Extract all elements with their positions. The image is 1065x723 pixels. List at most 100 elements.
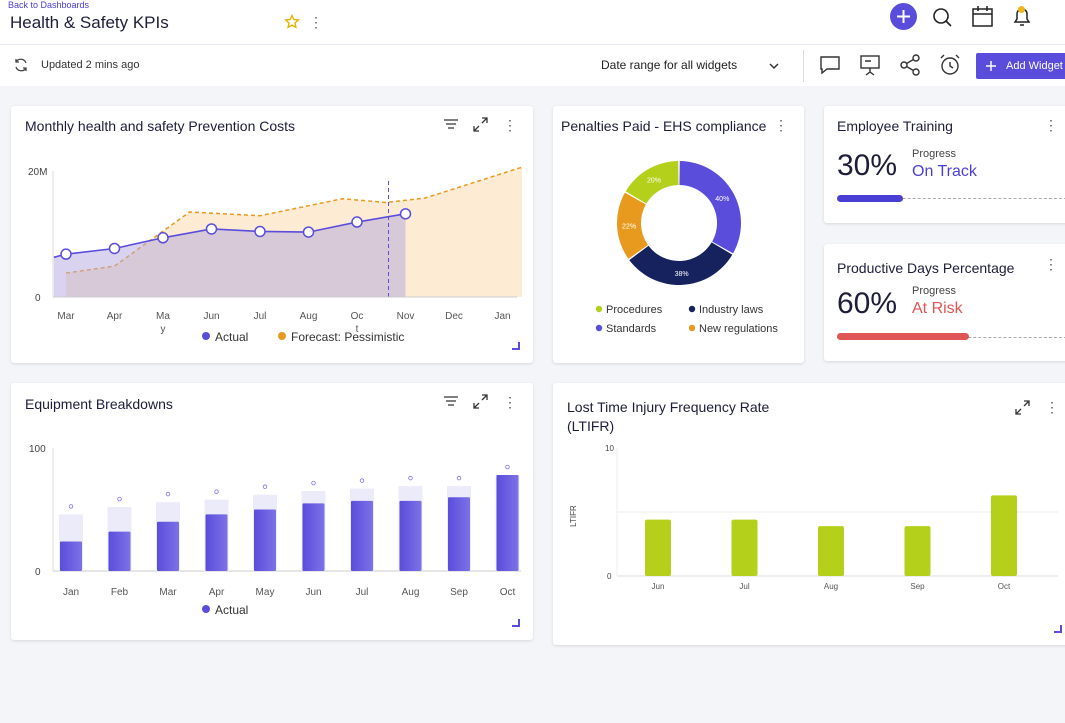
actual-bar	[399, 500, 422, 571]
actual-point	[302, 226, 315, 238]
x-tick-label: y	[161, 324, 166, 335]
alarm-icon[interactable]	[938, 53, 962, 77]
chevron-down-icon[interactable]	[768, 60, 780, 72]
legend-label: Industry laws	[699, 304, 764, 316]
card-more-icon[interactable]: ⋮	[1045, 399, 1059, 415]
x-tick-label: Jul	[739, 582, 749, 591]
ltifr-bar	[731, 519, 758, 576]
actual-point	[157, 232, 169, 244]
x-tick-label: Oct	[500, 587, 516, 598]
comment-icon[interactable]	[818, 53, 842, 77]
card-more-icon[interactable]: ⋮	[503, 394, 517, 410]
donut-value-label: 38%	[675, 271, 689, 278]
expand-icon[interactable]	[1015, 400, 1030, 415]
legend-label: Actual	[215, 330, 248, 344]
x-tick-label: Sep	[450, 587, 468, 598]
actual-area	[53, 213, 406, 297]
share-icon[interactable]	[898, 53, 922, 77]
last-updated-text: Updated 2 mins ago	[41, 59, 140, 71]
plus-icon	[986, 61, 996, 71]
progress-track	[837, 198, 1065, 199]
donut-slice-standards	[679, 161, 741, 254]
x-tick-label: Aug	[402, 587, 420, 598]
expand-icon[interactable]	[473, 117, 488, 132]
y-tick-label: 10	[605, 444, 614, 453]
card-more-icon[interactable]: ⋮	[1044, 256, 1058, 272]
date-range-select[interactable]: Date range for all widgets	[601, 58, 738, 72]
resize-handle[interactable]	[512, 342, 520, 350]
star-icon[interactable]	[284, 14, 300, 30]
presentation-icon[interactable]	[858, 53, 882, 77]
ltifr-bar	[818, 526, 844, 576]
back-to-dashboards-link[interactable]: Back to Dashboards	[8, 0, 90, 10]
legend-swatch-actual	[202, 332, 210, 340]
status-text: On Track	[912, 163, 977, 180]
notification-dot	[1018, 6, 1025, 13]
card-title: Penalties Paid - EHS compliance	[561, 118, 767, 134]
y-tick-label: 0	[607, 572, 612, 581]
x-tick-label: Jan	[494, 311, 510, 322]
legend-swatch	[595, 305, 603, 313]
actual-point	[108, 242, 121, 255]
target-marker	[359, 478, 365, 483]
x-tick-label: Feb	[111, 587, 129, 598]
y-tick-label: 20M	[28, 167, 47, 178]
actual-bar	[108, 531, 131, 571]
add-button[interactable]	[890, 3, 917, 30]
legend-swatch	[595, 324, 603, 332]
filter-icon[interactable]	[443, 118, 459, 132]
calendar-icon[interactable]	[970, 4, 996, 30]
progress-fill	[837, 333, 969, 340]
y-tick-label: 100	[29, 444, 46, 455]
refresh-icon[interactable]	[13, 57, 29, 73]
card-title-line2: (LTIFR)	[567, 418, 615, 434]
card-title: Equipment Breakdowns	[25, 396, 173, 412]
actual-bar	[351, 500, 373, 571]
actual-point	[399, 208, 412, 220]
equipment-breakdowns-chart: 100 0 Jan Feb Mar Apr May Jun Jul Aug Sep Oct Actual	[29, 444, 521, 617]
legend-swatch	[688, 305, 696, 313]
x-tick-label: Mar	[159, 587, 177, 598]
donut-slice-procedures	[625, 161, 679, 204]
resize-handle[interactable]	[1054, 625, 1062, 633]
legend-label: Procedures	[606, 304, 663, 316]
y-tick-label: 0	[35, 567, 41, 578]
title-more-icon[interactable]: ⋮	[309, 14, 323, 30]
ltifr-card: Lost Time Injury Frequency Rate (LTIFR) …	[553, 383, 1065, 645]
x-tick-label: May	[256, 587, 275, 598]
add-widget-button[interactable]: Add Widget	[976, 53, 1065, 79]
donut-slice-industry-laws	[617, 192, 648, 259]
card-title: Productive Days Percentage	[837, 260, 1015, 276]
progress-label: Progress	[912, 285, 957, 297]
card-title: Lost Time Injury Frequency Rate	[567, 399, 770, 415]
legend-swatch-actual	[202, 605, 210, 613]
page-title: Health & Safety KPIs	[10, 13, 169, 32]
card-more-icon[interactable]: ⋮	[503, 117, 517, 133]
ltifr-chart: 10 0 LTIFR Jun Jul Aug Sep Oct	[569, 444, 1058, 591]
x-tick-label: Jul	[254, 311, 267, 322]
x-tick-label: t	[356, 324, 359, 335]
donut-slice-new-regulations	[629, 242, 733, 285]
filter-icon[interactable]	[443, 395, 459, 409]
card-more-icon[interactable]: ⋮	[774, 117, 788, 133]
x-tick-label: Jul	[356, 587, 369, 598]
kpi-value: 60%	[837, 287, 898, 320]
card-more-icon[interactable]: ⋮	[1044, 117, 1058, 133]
expand-icon[interactable]	[473, 394, 488, 409]
actual-bar	[157, 521, 179, 571]
equipment-breakdowns-card: Equipment Breakdowns ⋮ 100 0 Jan Feb Mar Apr M…	[11, 383, 533, 640]
x-tick-label: Jun	[203, 311, 219, 322]
actual-bar	[60, 541, 82, 571]
target-marker	[262, 484, 268, 489]
ltifr-bar	[904, 526, 931, 576]
penalties-card: Penalties Paid - EHS compliance ⋮ 40% 38%…	[553, 106, 804, 363]
prevention-costs-card: Monthly health and safety Prevention Cos…	[11, 106, 533, 363]
penalties-donut-chart: 40% 38% 22% 20% Procedures Industry laws Stand…	[595, 161, 778, 335]
resize-handle[interactable]	[512, 619, 520, 627]
y-axis-label: LTIFR	[569, 505, 578, 527]
search-icon[interactable]	[930, 4, 956, 30]
plus-icon	[897, 10, 910, 23]
legend-swatch-forecast	[278, 332, 286, 340]
productive-days-card: Productive Days Percentage ⋮ 60% Progres…	[824, 244, 1065, 361]
toolbar-divider	[803, 50, 804, 82]
